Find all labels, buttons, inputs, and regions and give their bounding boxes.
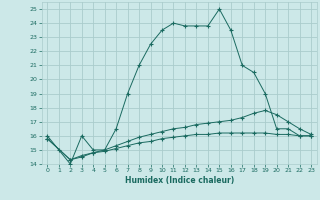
X-axis label: Humidex (Indice chaleur): Humidex (Indice chaleur) xyxy=(124,176,234,185)
